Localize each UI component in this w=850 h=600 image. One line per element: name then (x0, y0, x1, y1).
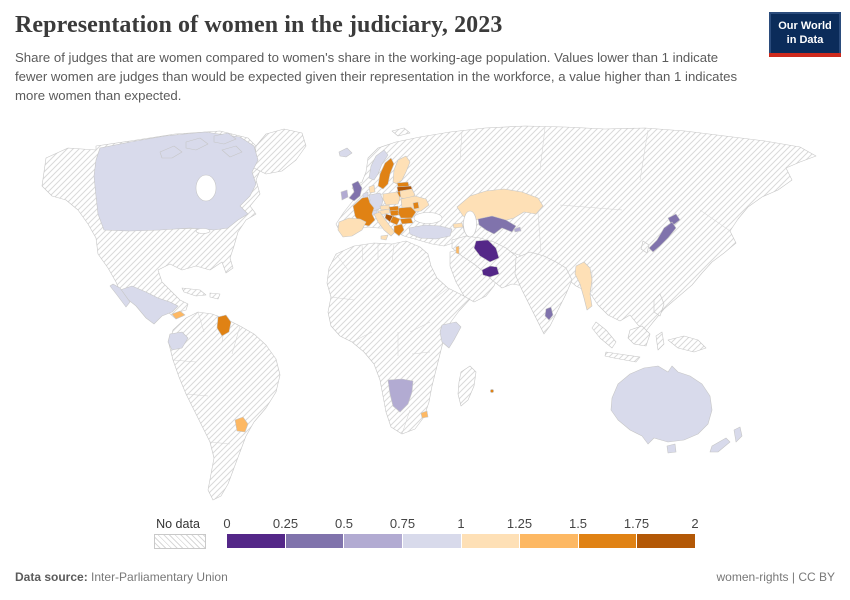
landmass-new-guinea (667, 335, 707, 353)
legend-tick-1.75: 1.75 (623, 516, 650, 531)
map-legend: No data 0 0.25 0.5 0.75 1 1.25 1.5 1.75 2 (0, 516, 850, 552)
country-kyrgyzstan[interactable] (513, 226, 522, 233)
legend-bin-0.25-0.5[interactable] (285, 534, 345, 548)
country-namibia[interactable] (387, 378, 414, 413)
landmass-south-america (168, 311, 281, 501)
country-lesotho[interactable] (420, 410, 429, 419)
country-iraq[interactable] (473, 239, 500, 263)
legend-color-bar[interactable] (227, 534, 695, 548)
country-guyana[interactable] (216, 314, 232, 337)
page-title: Representation of women in the judiciary… (15, 12, 503, 38)
chart-subtitle: Share of judges that are women compared … (15, 50, 738, 103)
country-kenya[interactable] (439, 321, 462, 349)
no-data-label: No data (156, 517, 200, 531)
country-panama[interactable] (171, 310, 186, 320)
country-myanmar[interactable] (574, 261, 593, 311)
data-source-value[interactable]: Inter-Parliamentary Union (91, 570, 228, 584)
country-israel[interactable] (455, 245, 460, 255)
legend-tick-1.5: 1.5 (568, 516, 588, 531)
legend-bin-0-0.25[interactable] (227, 534, 286, 548)
country-uruguay[interactable] (234, 416, 249, 433)
legend-bin-1.25-1.5[interactable] (520, 534, 579, 548)
legend-bin-1.75-2[interactable] (637, 534, 695, 548)
legend-tick-0.75: 0.75 (389, 516, 416, 531)
no-data-swatch[interactable] (154, 534, 206, 549)
legend-bin-1-1.25[interactable] (461, 534, 521, 548)
legend-tick-2: 2 (691, 516, 699, 531)
legend-tick-0: 0 (223, 516, 231, 531)
legend-bin-1.5-1.75[interactable] (578, 534, 638, 548)
landmass-eurasia (335, 125, 817, 332)
legend-tick-1: 1 (457, 516, 465, 531)
country-mauritius[interactable] (490, 389, 494, 393)
country-bulgaria[interactable] (399, 217, 414, 225)
country-australia[interactable] (610, 365, 713, 445)
country-georgia[interactable] (452, 222, 464, 229)
data-source-label: Data source: (15, 570, 88, 584)
legend-tick-0.25: 0.25 (272, 516, 299, 531)
country-sri-lanka[interactable] (544, 306, 554, 321)
legend-tick-0.5: 0.5 (334, 516, 354, 531)
country-iceland[interactable] (338, 147, 353, 158)
country-mexico[interactable] (119, 285, 179, 325)
country-greece[interactable] (393, 223, 405, 237)
country-canada[interactable] (93, 131, 259, 232)
country-norway[interactable] (368, 149, 389, 181)
country-spain[interactable] (337, 217, 367, 238)
country-uzbekistan[interactable] (477, 215, 517, 235)
landmass-africa (326, 240, 471, 435)
country-ecuador[interactable] (167, 331, 189, 351)
country-sweden[interactable] (377, 157, 395, 190)
landmass-india (514, 251, 573, 335)
landmass-greenland (253, 128, 307, 175)
country-turkey[interactable] (408, 224, 453, 240)
legend-tick-1.25: 1.25 (506, 516, 533, 531)
world-map[interactable] (0, 112, 850, 515)
license-text[interactable]: women-rights | CC BY (716, 570, 835, 584)
country-denmark[interactable] (368, 184, 376, 194)
country-romania[interactable] (397, 206, 417, 219)
legend-bin-0.75-1[interactable] (402, 534, 462, 548)
country-poland[interactable] (382, 191, 401, 206)
inland-seas (413, 210, 477, 238)
country-uae[interactable] (481, 265, 500, 278)
country-ireland[interactable] (340, 189, 349, 201)
owid-logo-line1: Our World (778, 20, 832, 32)
owid-logo[interactable]: Our World in Data (769, 12, 841, 53)
legend-bin-0.5-0.75[interactable] (344, 534, 403, 548)
legend-tick-labels: 0 0.25 0.5 0.75 1 1.25 1.5 1.75 2 (223, 516, 699, 532)
country-moldova[interactable] (412, 201, 420, 210)
landmass-madagascar (457, 365, 477, 407)
colored-countries (93, 131, 743, 454)
country-hungary[interactable] (389, 209, 400, 217)
country-uk[interactable] (348, 180, 363, 202)
chart-footer: Data source: Inter-Parliamentary Union w… (0, 566, 850, 590)
country-new-zealand[interactable] (733, 426, 743, 443)
data-source: Data source: Inter-Parliamentary Union (15, 570, 228, 584)
owid-logo-line2: in Data (786, 33, 824, 46)
